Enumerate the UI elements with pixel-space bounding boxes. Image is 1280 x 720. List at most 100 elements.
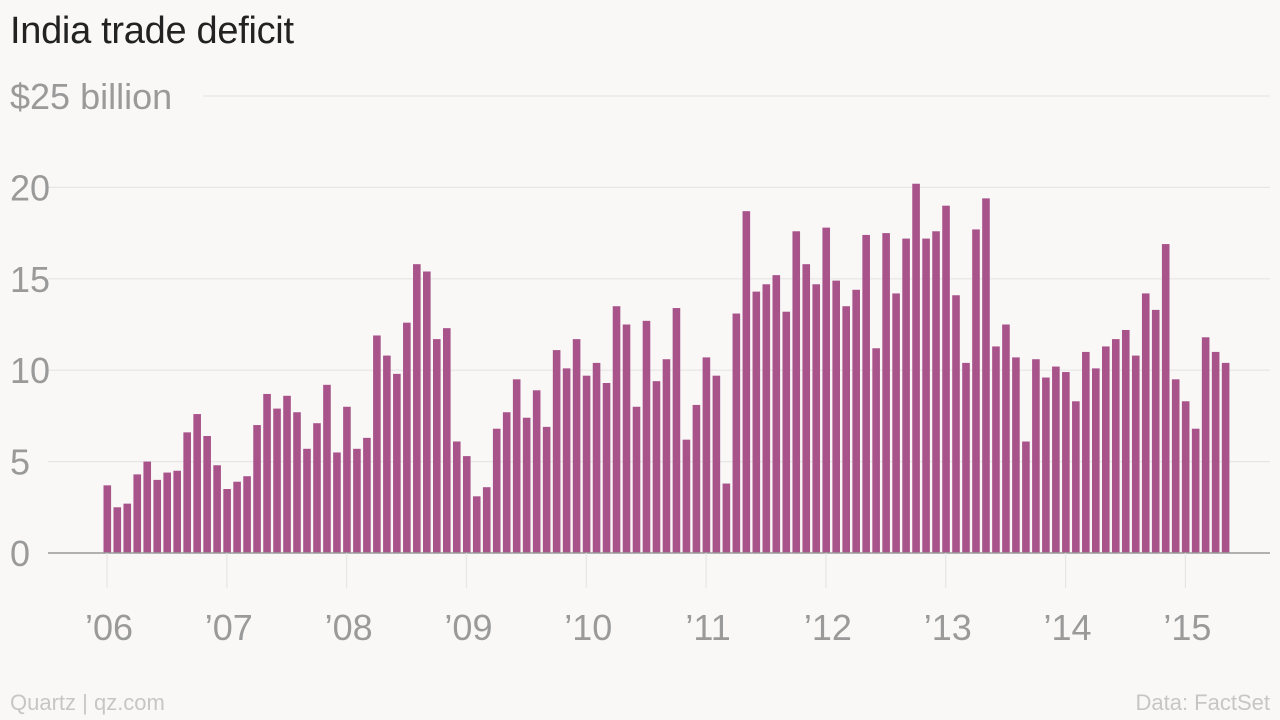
bar <box>1111 339 1120 553</box>
bar <box>942 205 950 553</box>
bar <box>572 339 581 553</box>
y-tick-label: 10 <box>10 350 50 391</box>
bar <box>722 483 731 553</box>
bar <box>293 412 301 553</box>
bar <box>682 439 691 553</box>
bar <box>413 264 421 553</box>
bar <box>642 320 651 553</box>
bar <box>153 479 162 553</box>
bar <box>662 359 671 553</box>
bar <box>233 481 241 553</box>
bar <box>792 231 801 553</box>
gridlines <box>48 95 1270 463</box>
x-tick-label: ’06 <box>85 607 133 648</box>
bar <box>832 280 840 553</box>
bar <box>113 507 122 553</box>
bar <box>1181 401 1190 553</box>
bar <box>1161 244 1170 553</box>
bar <box>732 313 741 553</box>
bar <box>522 417 531 553</box>
bar <box>702 357 711 553</box>
bar <box>403 322 411 553</box>
bar <box>223 489 231 553</box>
bar <box>1052 366 1060 553</box>
bar <box>1102 346 1110 553</box>
bar <box>802 264 811 553</box>
y-tick-label: 20 <box>10 167 50 208</box>
bar <box>742 211 751 553</box>
bar <box>1121 329 1130 553</box>
bar <box>712 375 721 553</box>
bar <box>532 390 541 553</box>
bar <box>173 470 181 553</box>
bar <box>562 368 571 553</box>
x-tick-label: ’09 <box>444 607 492 648</box>
bar <box>582 375 591 553</box>
bar <box>1221 362 1230 553</box>
bar <box>1151 309 1160 553</box>
bar <box>323 384 331 553</box>
bar <box>602 383 611 553</box>
x-axis <box>48 552 1270 588</box>
bar <box>273 408 281 553</box>
bar <box>862 234 870 553</box>
bar <box>193 414 201 553</box>
bar <box>542 426 551 553</box>
bar <box>103 485 112 553</box>
bar <box>812 284 821 553</box>
bar <box>882 233 890 553</box>
x-tick-label: ’14 <box>1044 607 1092 648</box>
bar <box>333 452 341 553</box>
bar <box>992 346 1000 553</box>
x-axis-labels: ’06 ’07 ’08 ’09 ’10 ’11 ’12 ’13 ’14 ’15 <box>85 607 1211 648</box>
chart-title: India trade deficit <box>10 10 294 52</box>
bar <box>952 295 960 553</box>
bar <box>782 311 791 553</box>
bar <box>692 404 701 553</box>
x-tick-label: ’08 <box>325 607 373 648</box>
bar <box>1191 428 1200 553</box>
bar <box>363 437 371 553</box>
bar <box>243 476 251 553</box>
bar <box>203 436 211 553</box>
bar <box>303 448 311 553</box>
bar <box>842 306 850 553</box>
bar <box>1211 351 1220 553</box>
bar <box>253 425 261 553</box>
bar <box>772 275 781 553</box>
bar <box>892 293 900 553</box>
bar <box>373 335 381 553</box>
bar <box>123 503 132 553</box>
x-tick-label: ’12 <box>804 607 852 648</box>
bar <box>353 448 361 553</box>
bar <box>283 395 291 553</box>
y-tick-label: 5 <box>10 442 30 483</box>
bar <box>1072 401 1080 553</box>
bar <box>762 284 771 553</box>
bar <box>462 456 471 553</box>
bar <box>143 461 152 553</box>
bar <box>1171 379 1180 553</box>
bar <box>932 231 940 553</box>
y-axis-labels: $25 billion 20 15 10 5 0 <box>10 76 172 574</box>
bar <box>1201 337 1210 553</box>
bar <box>902 238 910 553</box>
bar <box>442 328 451 553</box>
bar <box>393 373 401 553</box>
y-tick-label: 15 <box>10 259 50 300</box>
bar <box>472 496 481 553</box>
bar <box>872 348 880 553</box>
bar <box>972 229 980 553</box>
bar <box>452 441 461 553</box>
y-tick-label: $25 billion <box>10 76 172 117</box>
bar <box>213 465 221 553</box>
x-tick-label: ’07 <box>205 607 253 648</box>
bar <box>1012 357 1020 553</box>
bar <box>592 362 601 553</box>
bar <box>1092 368 1100 553</box>
x-tick-label: ’11 <box>685 607 730 648</box>
x-tick-label: ’15 <box>1163 607 1211 648</box>
x-tick-label: ’13 <box>924 607 972 648</box>
bar <box>183 432 191 553</box>
